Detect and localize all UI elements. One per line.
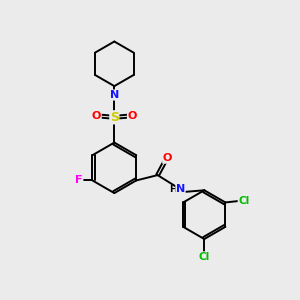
Text: O: O bbox=[92, 111, 101, 121]
Text: O: O bbox=[128, 111, 137, 121]
Text: N: N bbox=[176, 184, 185, 194]
Text: Cl: Cl bbox=[238, 196, 249, 206]
Text: O: O bbox=[163, 153, 172, 163]
Text: F: F bbox=[75, 176, 83, 185]
Text: N: N bbox=[110, 90, 119, 100]
Text: Cl: Cl bbox=[199, 252, 210, 262]
Text: H: H bbox=[169, 184, 176, 194]
Text: S: S bbox=[110, 111, 119, 124]
